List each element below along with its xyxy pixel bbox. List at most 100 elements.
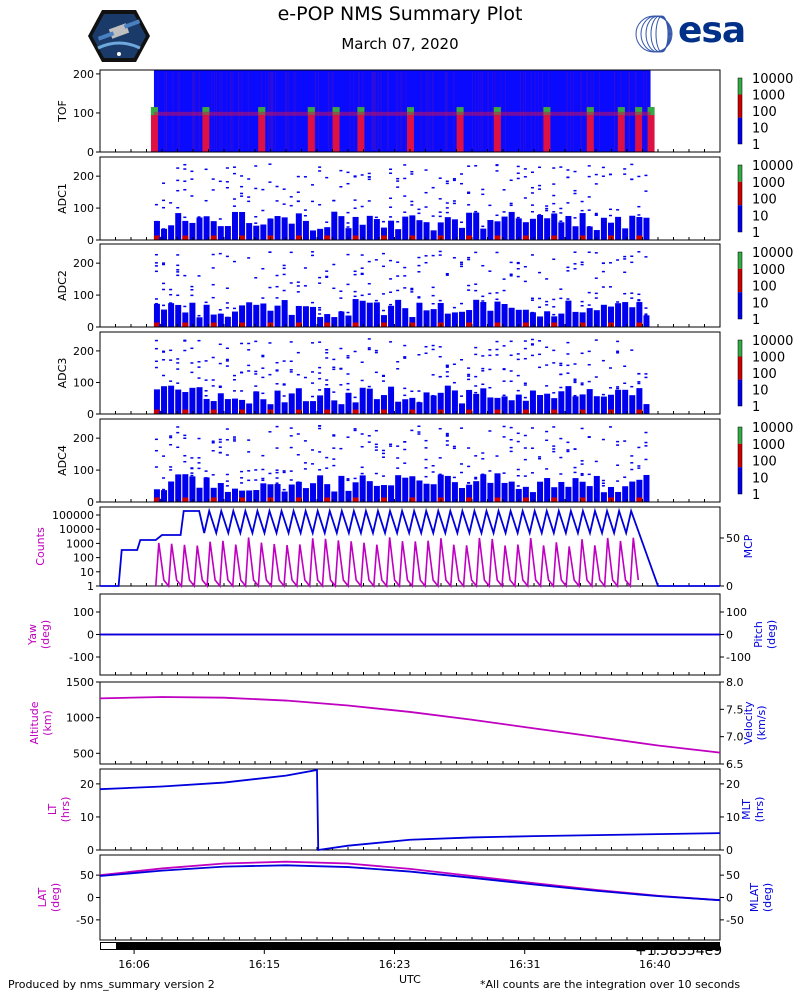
tof-streak	[471, 72, 473, 150]
adc-speck	[374, 472, 378, 475]
adc-speck	[289, 341, 293, 343]
adc-speck	[190, 474, 194, 477]
adc-column	[373, 399, 380, 414]
adc-speck	[176, 189, 180, 192]
adc-speck	[360, 433, 364, 435]
adc-speck	[374, 371, 378, 374]
adc-speck	[346, 253, 350, 256]
y-tick-label-right: 0	[726, 892, 733, 905]
adc-speck	[282, 273, 286, 276]
adc-column	[352, 299, 359, 327]
adc-speck	[162, 206, 166, 209]
adc-speck	[289, 427, 293, 429]
adc-speck	[630, 462, 634, 464]
adc-speck	[346, 311, 350, 314]
adc-speck	[282, 488, 286, 491]
adc-speck	[608, 426, 612, 428]
adc-speck	[623, 255, 627, 258]
adc-speck	[467, 258, 471, 261]
adc-speck	[374, 216, 378, 219]
adc-speck	[311, 463, 315, 465]
adc-speck	[240, 470, 244, 473]
adc-speck	[452, 179, 456, 182]
adc-high	[522, 409, 529, 414]
adc-speck	[225, 473, 229, 476]
adc-speck	[346, 436, 350, 438]
adc-early	[158, 410, 163, 414]
adc-speck	[318, 427, 322, 430]
adc-speck	[232, 440, 236, 442]
adc-speck	[559, 220, 563, 222]
adc-speck	[566, 298, 570, 300]
tof-streak	[445, 72, 447, 150]
y-tick-label: 0	[87, 629, 94, 642]
adc-speck	[481, 355, 485, 357]
adc-speck	[204, 395, 208, 397]
adc-speck	[183, 460, 187, 463]
y-tick-label: 0	[87, 892, 94, 905]
adc-speck	[247, 451, 251, 453]
adc-speck	[445, 366, 449, 368]
adc-column	[515, 218, 522, 240]
adc-speck	[346, 382, 350, 385]
adc-speck	[424, 352, 428, 355]
adc-speck	[240, 192, 244, 195]
adc-speck	[630, 297, 634, 299]
colorbar-red	[738, 94, 742, 118]
adc-speck	[325, 379, 329, 381]
panel-frame	[99, 681, 721, 765]
adc-column	[402, 308, 409, 327]
adc-speck	[325, 270, 329, 272]
adc-speck	[275, 482, 279, 484]
adc-speck	[197, 467, 201, 470]
adc-column	[444, 217, 451, 240]
adc-speck	[474, 385, 478, 387]
adc-speck	[552, 426, 556, 428]
adc-speck	[183, 349, 187, 352]
adc-speck	[374, 299, 378, 302]
adc-speck	[516, 216, 520, 219]
adc-column	[281, 217, 288, 240]
plot-title: e-POP NMS Summary Plot	[277, 3, 523, 25]
adc-column	[600, 492, 607, 502]
adc-speck	[218, 386, 222, 389]
adc-speck	[474, 375, 478, 378]
adc-column	[409, 215, 416, 240]
adc-speck	[303, 214, 307, 217]
adc-speck	[580, 472, 584, 475]
adc-speck	[502, 368, 506, 370]
adc-speck	[410, 429, 414, 432]
adc-speck	[608, 286, 612, 288]
adc-column	[466, 310, 473, 327]
lat-series-line	[99, 860, 721, 902]
adc-speck	[538, 353, 542, 356]
adc-speck	[538, 214, 542, 216]
tof-burst-peak	[493, 107, 501, 116]
adc-high	[239, 235, 246, 240]
adc-speck	[566, 364, 570, 367]
adc-speck	[424, 467, 428, 469]
adc-high	[182, 409, 189, 414]
adc-speck	[190, 178, 194, 180]
adc-speck	[630, 261, 634, 264]
adc-speck	[218, 218, 222, 220]
adc-column	[366, 388, 373, 414]
adc-column	[210, 487, 217, 502]
adc-speck	[460, 182, 464, 185]
adc-speck	[516, 475, 520, 477]
adc-speck	[162, 199, 166, 202]
adc-speck	[218, 343, 222, 346]
y-tick-label-right: -100	[726, 651, 751, 664]
adc-speck	[495, 292, 499, 294]
adc-speck	[559, 473, 563, 475]
tof-burst	[647, 107, 655, 152]
y-tick-label-right: 8.0	[726, 676, 744, 689]
adc-column	[579, 213, 586, 240]
adc-speck	[232, 260, 236, 263]
tof-streak	[275, 72, 277, 150]
adc-speck	[488, 354, 492, 357]
adc-speck	[460, 395, 464, 397]
adc-speck	[403, 441, 407, 443]
altitude-axis-label: Altitude(km)	[28, 701, 54, 744]
adc-speck	[410, 204, 414, 206]
